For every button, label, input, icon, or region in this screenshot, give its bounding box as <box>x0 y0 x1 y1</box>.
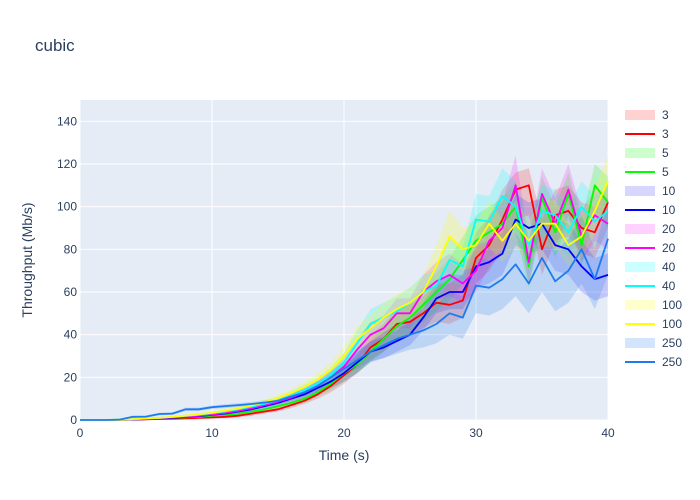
legend-item-band-5[interactable]: 5 <box>625 146 669 160</box>
legend-item-band-3[interactable]: 3 <box>625 108 669 122</box>
legend-item-line-100[interactable]: 100 <box>625 317 682 331</box>
y-tick-label: 100 <box>57 200 77 214</box>
x-axis-label: Time (s) <box>319 447 370 463</box>
x-tick-label: 0 <box>77 426 84 440</box>
legend[interactable]: 3 3 5 5 10 10 20 20 40 40 100 100 250 250 <box>625 108 682 369</box>
y-tick-label: 20 <box>64 370 78 384</box>
y-tick-label: 0 <box>70 413 77 427</box>
y-tick-label: 140 <box>57 114 77 128</box>
band-40 <box>80 168 608 420</box>
legend-item-band-20[interactable]: 20 <box>625 222 676 236</box>
legend-label: 3 <box>662 127 669 141</box>
band-5 <box>80 164 608 420</box>
legend-label: 20 <box>662 241 676 255</box>
legend-item-line-40[interactable]: 40 <box>625 279 676 293</box>
legend-swatch <box>625 148 655 158</box>
legend-label: 3 <box>662 108 669 122</box>
y-tick-label: 80 <box>64 242 78 256</box>
legend-swatch <box>625 338 655 348</box>
x-tick-label: 10 <box>205 426 219 440</box>
legend-item-band-40[interactable]: 40 <box>625 260 676 274</box>
legend-label: 100 <box>662 298 682 312</box>
legend-item-line-10[interactable]: 10 <box>625 203 676 217</box>
band-10 <box>80 193 608 420</box>
x-tick-label: 40 <box>601 426 615 440</box>
legend-swatch <box>625 224 655 234</box>
series-line-100 <box>80 180 609 421</box>
legend-label: 10 <box>662 203 676 217</box>
legend-swatch <box>625 186 655 196</box>
y-tick-label: 120 <box>57 157 77 171</box>
series-lines <box>80 180 609 421</box>
legend-label: 10 <box>662 184 676 198</box>
legend-label: 250 <box>662 355 682 369</box>
legend-label: 40 <box>662 279 676 293</box>
legend-item-line-5[interactable]: 5 <box>625 165 669 179</box>
legend-item-band-100[interactable]: 100 <box>625 298 682 312</box>
y-tick-label: 40 <box>64 328 78 342</box>
legend-label: 5 <box>662 146 669 160</box>
series-line-250 <box>80 238 609 421</box>
legend-item-band-250[interactable]: 250 <box>625 336 682 350</box>
x-tick-label: 20 <box>337 426 351 440</box>
legend-swatch <box>625 262 655 272</box>
legend-item-line-250[interactable]: 250 <box>625 355 682 369</box>
legend-swatch <box>625 110 655 120</box>
x-tick-label: 30 <box>469 426 483 440</box>
legend-item-band-10[interactable]: 10 <box>625 184 676 198</box>
x-axis-ticks: 0 10 20 30 40 <box>77 426 615 440</box>
y-axis-label: Throughput (Mb/s) <box>19 202 35 317</box>
legend-swatch <box>625 300 655 310</box>
legend-item-line-3[interactable]: 3 <box>625 127 669 141</box>
legend-label: 20 <box>662 222 676 236</box>
y-axis-ticks: 0 20 40 60 80 100 120 140 <box>57 114 77 427</box>
y-tick-label: 60 <box>64 285 78 299</box>
legend-label: 40 <box>662 260 676 274</box>
chart-title: cubic <box>35 36 75 55</box>
legend-label: 250 <box>662 336 682 350</box>
legend-label: 5 <box>662 165 669 179</box>
legend-label: 100 <box>662 317 682 331</box>
legend-item-line-20[interactable]: 20 <box>625 241 676 255</box>
